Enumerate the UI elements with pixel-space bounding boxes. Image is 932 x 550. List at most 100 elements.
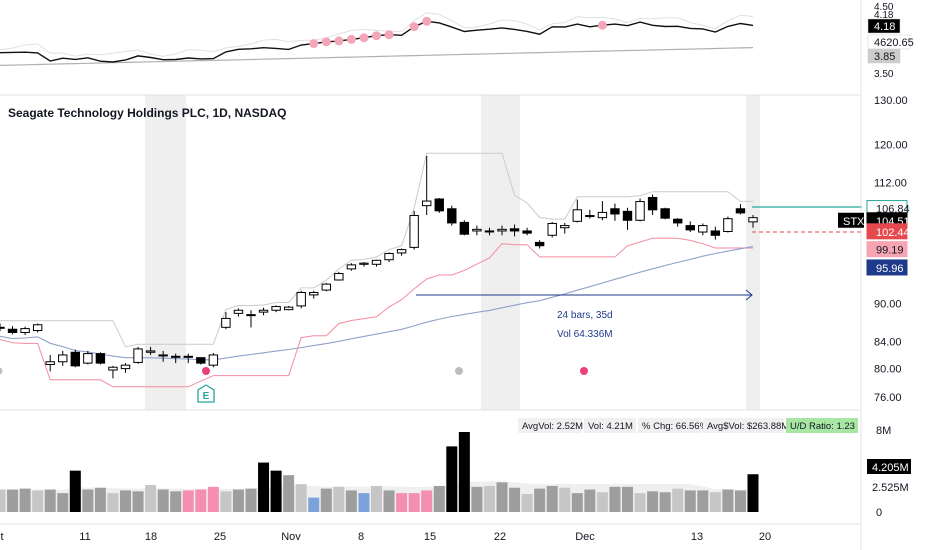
- chart-title: Seagate Technology Holdings PLC, 1D, NAS…: [8, 106, 286, 120]
- candle-body: [145, 350, 156, 353]
- rs-dot: [309, 39, 319, 49]
- earnings-icon[interactable]: E: [197, 384, 215, 403]
- volume-bar: [446, 446, 458, 512]
- candle-body: [196, 357, 206, 364]
- highlight-band-0: [145, 95, 186, 410]
- candle-body: [258, 309, 269, 313]
- relative-strength-panel: [0, 12, 860, 96]
- candle-body: [246, 314, 256, 317]
- volume-bar: [132, 491, 144, 512]
- event-dot-pink-2[interactable]: [580, 367, 588, 375]
- candle-body: [0, 326, 5, 329]
- volume-bar: [433, 485, 445, 512]
- volume-bar: [345, 490, 357, 512]
- stat-text: U/D Ratio: 1.23: [790, 421, 855, 432]
- candle-body: [183, 355, 193, 358]
- rs-new-high-dots: [309, 16, 607, 49]
- stat-box: [638, 418, 701, 433]
- volume-bar: [521, 494, 533, 512]
- candles: [0, 155, 758, 379]
- candle-body: [133, 348, 143, 363]
- rs-value-label: 4.18: [874, 21, 895, 33]
- x-tick-label: 25: [214, 531, 226, 543]
- volume-bar: [458, 432, 470, 512]
- candle-body: [158, 354, 168, 357]
- candle-body: [434, 198, 444, 212]
- volume-tick-label: 8M: [876, 425, 891, 437]
- volume-bar: [0, 489, 6, 512]
- candle-body: [95, 353, 106, 364]
- volume-bar: [207, 486, 219, 512]
- volume-bar: [684, 490, 696, 512]
- rs-dot: [334, 36, 344, 46]
- volume-bar: [182, 490, 194, 512]
- volume-bar: [622, 486, 633, 512]
- candle-body: [334, 273, 344, 281]
- volume-bar: [371, 485, 382, 512]
- time-axis[interactable]: t 11 18 25 Nov 8 15 22 Dec 13 20: [0, 523, 860, 543]
- price-axis[interactable]: 4.504.183.853.504.184620.653.85130.00120…: [838, 0, 914, 550]
- candle-body: [346, 264, 357, 270]
- volume-bar: [69, 470, 81, 512]
- candle-body: [7, 328, 18, 333]
- x-tick-label: 22: [494, 531, 506, 543]
- price-value-box: [866, 259, 908, 276]
- volume-bar: [659, 492, 671, 512]
- x-tick-label: 15: [424, 531, 436, 543]
- volume-bar: [496, 482, 508, 512]
- candle-body: [221, 317, 231, 328]
- highlight-bands: [145, 95, 760, 410]
- candle-body: [597, 211, 608, 219]
- measure-tool[interactable]: 24 bars, 35d Vol 64.336M: [416, 289, 753, 340]
- candle-body: [622, 210, 633, 221]
- stat-text: Vol: 4.21M: [588, 421, 633, 432]
- stat-text: AvgVol: 2.52M: [522, 421, 583, 432]
- candle-body: [108, 366, 118, 371]
- x-tick-label: 11: [79, 531, 90, 543]
- candle-body: [20, 328, 30, 333]
- measure-bars-text: 24 bars, 35d: [557, 310, 613, 321]
- volume-value-label: 2.525M: [872, 482, 909, 494]
- event-dot-gray[interactable]: [455, 367, 463, 375]
- price-tick-label: 130.00: [874, 95, 908, 107]
- volume-value-box: [867, 459, 911, 474]
- volume-bar: [747, 474, 759, 512]
- volume-bar: [471, 486, 483, 512]
- stat-box: [584, 418, 636, 433]
- candle-body: [70, 351, 80, 367]
- volume-bar: [534, 488, 546, 512]
- highlight-band-2: [746, 95, 760, 410]
- candle-body: [585, 215, 595, 218]
- price-value-box: [866, 223, 908, 240]
- candle-body: [45, 361, 55, 365]
- candle-body: [723, 218, 733, 232]
- rs-dot: [384, 30, 394, 40]
- x-tick-label: 13: [691, 531, 703, 543]
- stat-text: % Chg: 66.56%: [642, 421, 709, 432]
- candle-body: [233, 309, 244, 314]
- rs-value-box: [867, 48, 901, 64]
- rs-dot: [409, 22, 419, 32]
- candle-body: [271, 306, 281, 311]
- candle-body: [32, 324, 43, 332]
- ma-pink-line: [0, 237, 753, 388]
- volume-bar: [157, 489, 169, 512]
- volume-bar: [408, 493, 420, 512]
- candle-body: [447, 208, 457, 224]
- volume-bar: [120, 490, 131, 512]
- measure-volume-text: Vol 64.336M: [557, 329, 613, 340]
- event-dot-pink-1[interactable]: [202, 367, 210, 375]
- rs-value-label: 3.85: [874, 51, 895, 63]
- volume-bar: [509, 487, 521, 512]
- volume-bar: [145, 485, 157, 512]
- stat-box: [786, 418, 858, 433]
- stats-bar: AvgVol: 2.52M Vol: 4.21M % Chg: 66.56%Avg$…: [518, 418, 858, 433]
- candle-body: [359, 262, 369, 265]
- candle-body: [296, 291, 306, 307]
- volume-bar: [584, 489, 596, 512]
- volume-bar: [734, 490, 746, 512]
- candle-body: [497, 228, 507, 232]
- volume-bar: [383, 490, 395, 512]
- price-value-label: 102.44: [876, 227, 910, 239]
